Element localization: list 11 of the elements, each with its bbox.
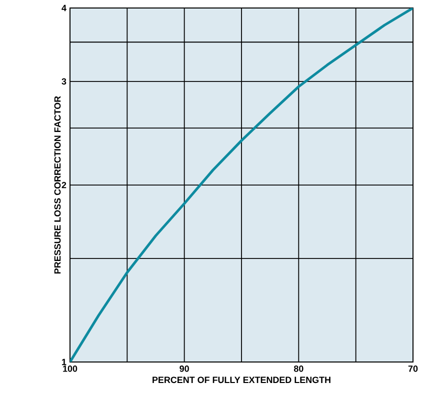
y-tick-label: 3 [62, 78, 66, 85]
y-tick-label: 4 [62, 4, 66, 12]
line-series [70, 8, 413, 362]
x-tick-label: 80 [294, 366, 304, 372]
x-tick-label: 100 [63, 366, 78, 372]
x-tick-label: 70 [408, 366, 418, 372]
y-axis-title: PRESSURE LOSS CORRECTION FACTOR [54, 96, 61, 274]
y-tick-label: 1 [62, 358, 66, 366]
x-axis-title: PERCENT OF FULLY EXTENDED LENGTH [152, 376, 330, 384]
x-tick-label: 90 [180, 366, 189, 372]
y-tick-label: 2 [62, 182, 66, 188]
